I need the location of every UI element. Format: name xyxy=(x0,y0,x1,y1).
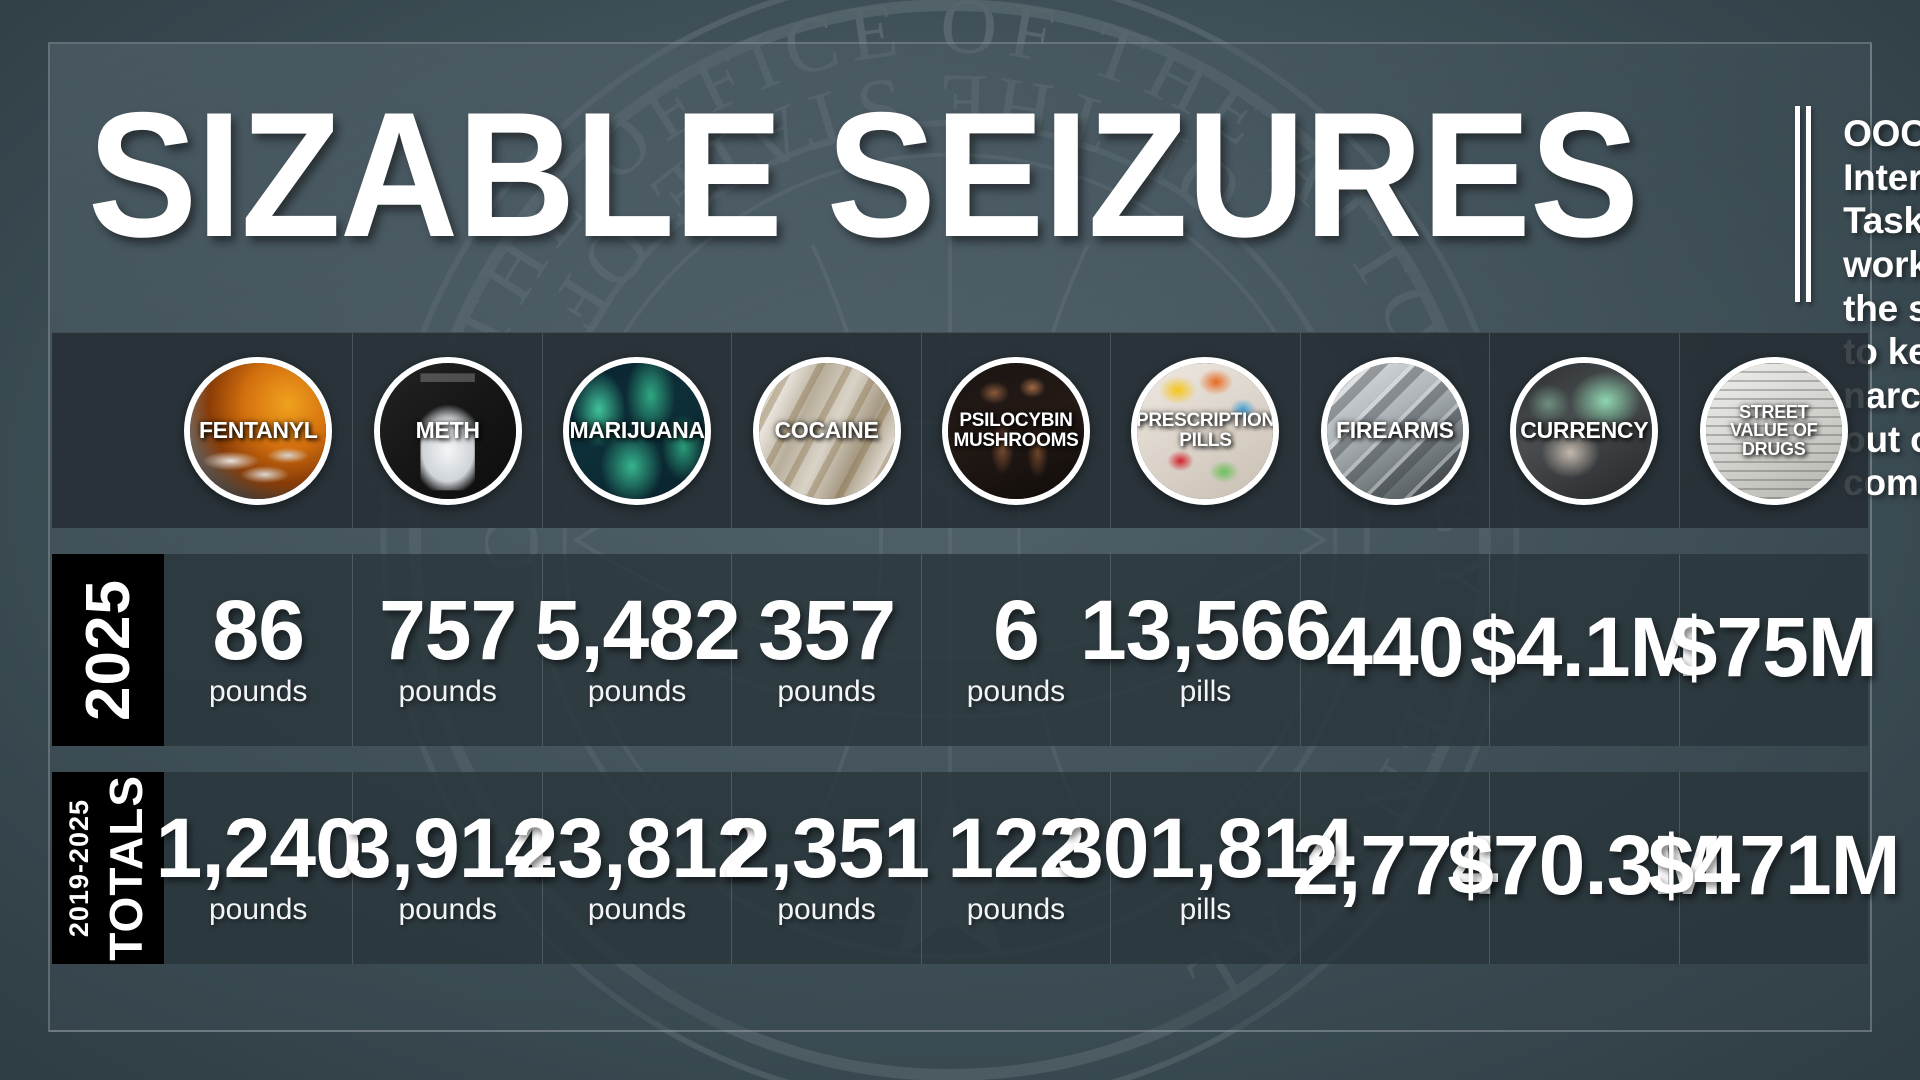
unit: pounds xyxy=(209,893,308,927)
value-cell-firearms-totals: 2,774 xyxy=(1292,772,1498,964)
marijuana-plant-icon: MARIJUANA xyxy=(563,356,712,505)
unit: pounds xyxy=(587,893,687,927)
value-cell-cocaine-totals: 2,351 pounds xyxy=(724,772,930,964)
data-row-2025: 2025 86 pounds 757 pounds 5,482 pounds 3… xyxy=(52,554,1878,746)
value: 23,812 xyxy=(511,800,764,895)
value: $75M xyxy=(1670,599,1878,694)
value-cell-fentanyl-totals: 1,240 pounds xyxy=(156,772,362,964)
row-spacer-1 xyxy=(52,528,1868,554)
value: 86 xyxy=(212,582,305,677)
data-row-totals: 2019-2025 TOTALS 1,240 pounds 3,914 poun… xyxy=(52,772,1901,964)
value-cell-firearms-2025: 440 xyxy=(1299,554,1489,746)
unit: pounds xyxy=(966,675,1066,709)
value: 2,351 xyxy=(723,800,930,895)
value-cell-marijuana-2025: 5,482 pounds xyxy=(534,554,741,746)
unit: pills xyxy=(1179,893,1232,927)
value-cell-rx-pills-2025: 13,566 pills xyxy=(1080,554,1332,746)
value-cell-cocaine-2025: 357 pounds xyxy=(731,554,920,746)
value: 6 xyxy=(993,582,1040,677)
value: 13,566 xyxy=(1079,582,1332,677)
header-row-label-spacer xyxy=(52,333,164,528)
cocaine-brick-icon: COCAINE xyxy=(752,356,901,505)
value-cell-currency-2025: $4.1M xyxy=(1470,554,1700,746)
category-fentanyl: FENTANYL xyxy=(164,333,352,528)
newspaper-money-icon: STREET VALUE OF DRUGS xyxy=(1699,356,1848,505)
value-cell-street-value-2025: $75M xyxy=(1671,554,1878,746)
unit: pounds xyxy=(587,675,687,709)
content-frame: SIZABLE SEIZURES OOCIC Drug Interdiction… xyxy=(48,42,1920,1032)
row-label-text: TOTALS xyxy=(99,775,152,961)
title-divider xyxy=(1795,106,1817,302)
value-cell-currency-totals: $70.3M xyxy=(1447,772,1722,964)
row-label-years: 2019-2025 xyxy=(63,798,94,938)
value: 301,814 xyxy=(1057,800,1355,895)
category-meth: METH xyxy=(352,333,541,528)
category-header-row: FENTANYL METH MARIJUANA xyxy=(52,332,1868,528)
row-label-2025: 2025 xyxy=(52,554,164,746)
unit: pounds xyxy=(209,675,308,709)
value-cell-meth-totals: 3,914 pounds xyxy=(345,772,551,964)
value-cell-marijuana-totals: 23,812 pounds xyxy=(512,772,764,964)
header: SIZABLE SEIZURES OOCIC Drug Interdiction… xyxy=(50,44,1920,504)
meth-baggie-icon: METH xyxy=(373,356,522,505)
unit: pounds xyxy=(777,893,876,927)
value-cell-fentanyl-2025: 86 pounds xyxy=(164,554,352,746)
table-bottom-padding xyxy=(52,964,1868,1020)
value: 1,240 xyxy=(155,800,362,895)
value: 757 xyxy=(379,582,517,677)
category-rx-pills: PRESCRIPTION PILLS xyxy=(1110,333,1299,528)
category-label: FENTANYL xyxy=(198,416,318,443)
fentanyl-pills-icon: FENTANYL xyxy=(184,356,333,505)
category-label: FIREARMS xyxy=(1335,416,1454,443)
value-cell-meth-2025: 757 pounds xyxy=(352,554,541,746)
value: $70.3M xyxy=(1447,817,1722,912)
value-cell-rx-pills-totals: 301,814 pills xyxy=(1057,772,1355,964)
category-psilocybin: PSILOCYBIN MUSHROOMS xyxy=(920,333,1110,528)
mushrooms-icon: PSILOCYBIN MUSHROOMS xyxy=(941,356,1090,505)
value: 3,914 xyxy=(345,800,551,895)
currency-cash-icon: CURRENCY xyxy=(1510,356,1659,505)
value: 5,482 xyxy=(534,582,740,677)
value-cell-psilocybin-2025: 6 pounds xyxy=(920,554,1110,746)
category-marijuana: MARIJUANA xyxy=(541,333,731,528)
category-street-value: STREET VALUE OF DRUGS xyxy=(1678,333,1868,528)
value-cell-street-value-totals: $471M xyxy=(1648,772,1901,964)
value: 357 xyxy=(757,582,896,677)
category-label: PSILOCYBIN MUSHROOMS xyxy=(953,410,1079,451)
category-label: PRESCRIPTION PILLS xyxy=(1135,410,1275,451)
category-label: CURRENCY xyxy=(1520,416,1649,443)
category-cocaine: COCAINE xyxy=(731,333,920,528)
category-label: COCAINE xyxy=(774,416,879,443)
prescription-pills-icon: PRESCRIPTION PILLS xyxy=(1131,356,1280,505)
category-currency: CURRENCY xyxy=(1489,333,1678,528)
row-spacer-2 xyxy=(52,746,1868,772)
unit: pills xyxy=(1179,675,1232,709)
value: $471M xyxy=(1647,817,1901,912)
value: 440 xyxy=(1326,599,1464,694)
unit: pounds xyxy=(398,675,497,709)
unit: pounds xyxy=(398,893,497,927)
category-label: MARIJUANA xyxy=(569,416,705,443)
page-title: SIZABLE SEIZURES xyxy=(88,75,1639,274)
category-label: METH xyxy=(415,416,480,443)
value: 122 xyxy=(947,800,1085,895)
unit: pounds xyxy=(777,675,876,709)
value-cell-psilocybin-totals: 122 pounds xyxy=(920,772,1110,964)
row-label-totals: 2019-2025 TOTALS xyxy=(52,772,164,964)
seizures-table: FENTANYL METH MARIJUANA xyxy=(50,332,1901,1030)
value: $4.1M xyxy=(1470,599,1699,694)
row-label-text: 2025 xyxy=(73,579,143,721)
value: 2,774 xyxy=(1292,817,1498,912)
unit: pounds xyxy=(966,893,1066,927)
firearms-icon: FIREARMS xyxy=(1320,356,1469,505)
category-firearms: FIREARMS xyxy=(1299,333,1489,528)
category-label: STREET VALUE OF DRUGS xyxy=(1730,401,1818,459)
